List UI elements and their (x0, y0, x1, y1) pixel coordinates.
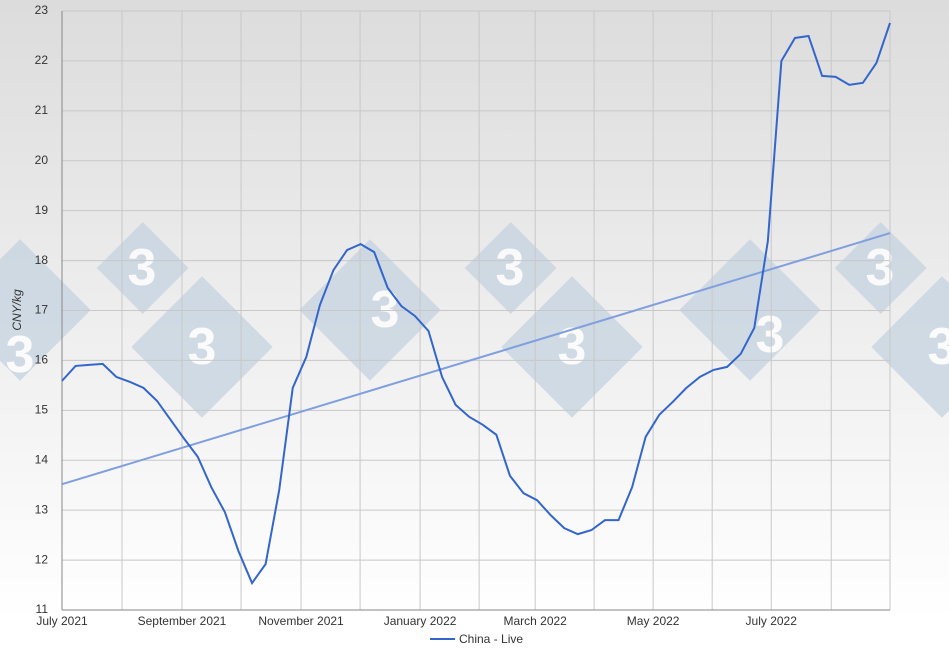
y-tick-label: 18 (35, 253, 49, 267)
x-tick-label: January 2022 (384, 614, 457, 628)
y-axis-label: CNY/kg (10, 289, 24, 331)
svg-text:3: 3 (928, 318, 949, 376)
svg-text:3: 3 (496, 239, 525, 297)
y-tick-label: 13 (35, 502, 49, 516)
svg-text:3: 3 (756, 306, 785, 364)
y-tick-label: 16 (35, 353, 49, 367)
y-tick-label: 19 (35, 203, 49, 217)
y-tick-label: 14 (35, 452, 49, 466)
y-tick-label: 22 (35, 53, 49, 67)
x-tick-label: November 2021 (258, 614, 344, 628)
legend-label: China - Live (459, 632, 523, 646)
y-tick-label: 11 (36, 602, 49, 616)
x-tick-label: July 2021 (36, 614, 88, 628)
series-line (61, 22, 891, 586)
svg-text:3: 3 (128, 239, 157, 297)
y-tick-label: 21 (35, 103, 49, 117)
x-tick-label: May 2022 (627, 614, 680, 628)
y-tick-label: 17 (35, 303, 49, 317)
svg-text:3: 3 (6, 326, 35, 384)
x-tick-label: March 2022 (503, 614, 567, 628)
svg-text:3: 3 (188, 318, 217, 376)
y-tick-label: 15 (35, 403, 49, 417)
trend-line (61, 232, 891, 486)
y-tick-label: 20 (35, 153, 49, 167)
x-tick-label: September 2021 (138, 614, 227, 628)
y-tick-label: 12 (35, 552, 49, 566)
y-tick-label: 23 (35, 3, 49, 17)
x-tick-label: July 2022 (746, 614, 798, 628)
